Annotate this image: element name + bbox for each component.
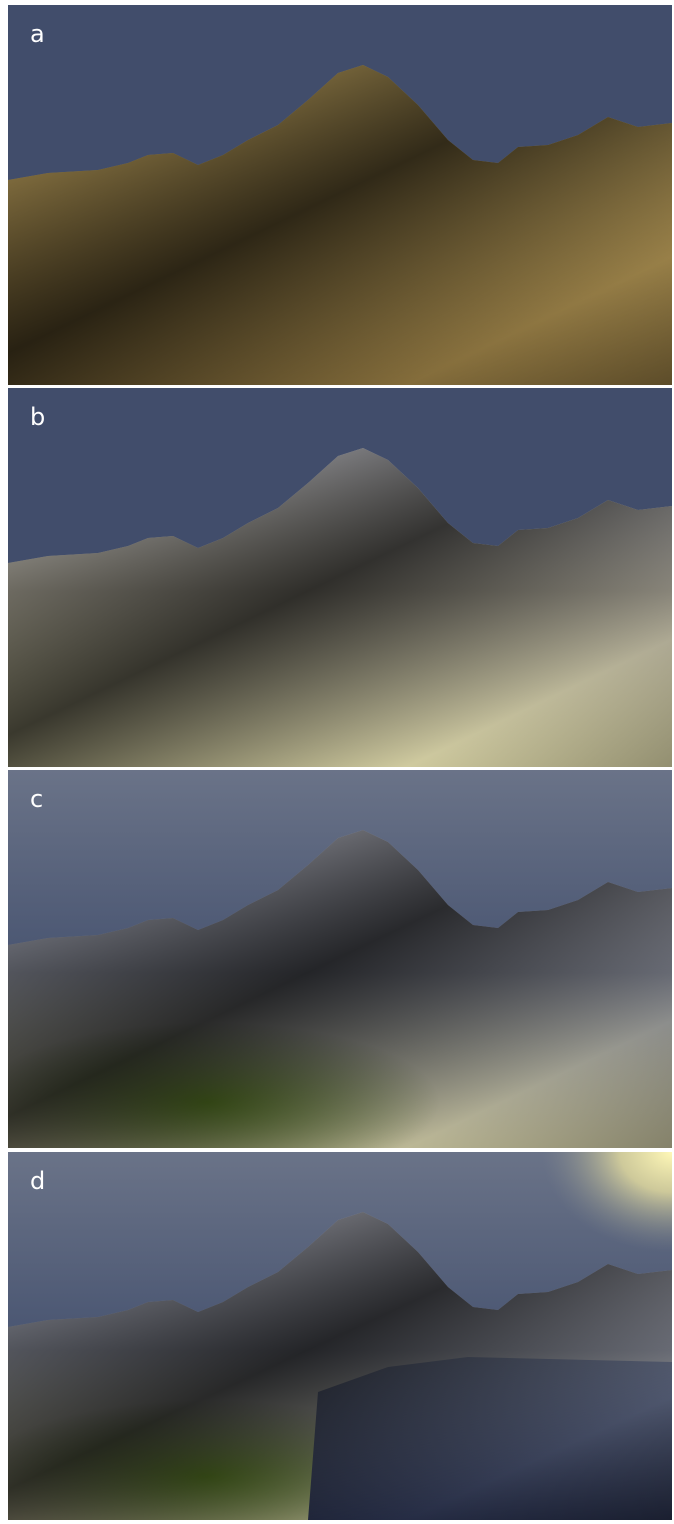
- shadow: [8, 1212, 672, 1520]
- panel-label: b: [30, 403, 45, 431]
- panel: d: [8, 1152, 672, 1520]
- panel-label: a: [30, 20, 45, 48]
- panel: b: [8, 388, 672, 767]
- shadow: [8, 65, 672, 385]
- shadow: [8, 830, 672, 1148]
- panel: a: [8, 5, 672, 385]
- panel: c: [8, 770, 672, 1148]
- panel-label: d: [30, 1167, 45, 1195]
- shadow: [8, 448, 672, 767]
- panel-label: c: [30, 785, 43, 813]
